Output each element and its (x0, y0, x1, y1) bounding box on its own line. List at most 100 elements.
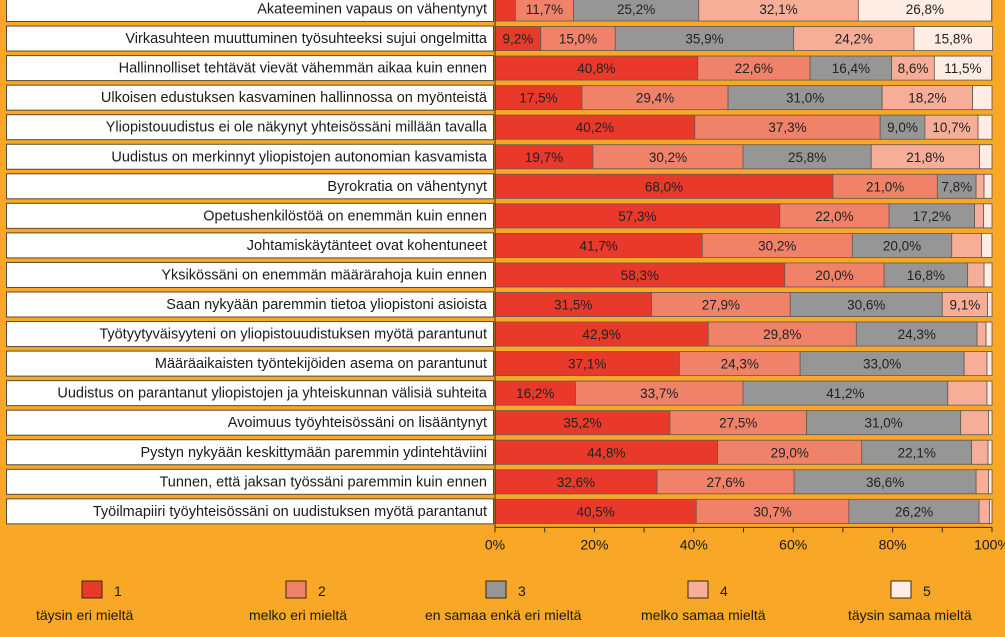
x-tick-label: 60% (779, 536, 807, 552)
bar-segment-5 (981, 232, 993, 258)
data-label: 37,3% (768, 120, 806, 135)
bar-segment-3 (614, 26, 795, 51)
legend-label: täysin samaa mieltä (848, 607, 972, 623)
data-label: 29,8% (763, 327, 801, 342)
x-tick-label: 0% (485, 536, 505, 552)
row-label-box (6, 350, 494, 377)
data-label: 30,6% (847, 298, 885, 313)
bar-segment-2 (707, 321, 857, 347)
data-label: 16,2% (516, 386, 554, 401)
row-label: Uudistus on parantanut yliopistojen ja y… (57, 386, 488, 402)
bar-row: Uudistus on parantanut yliopistojen ja y… (6, 380, 993, 407)
row-label-box (6, 25, 494, 52)
legend-code: 3 (518, 583, 526, 599)
data-label: 24,3% (721, 357, 759, 372)
bar-segment-3 (861, 439, 973, 465)
legend-swatch (485, 580, 507, 599)
row-label-box (6, 173, 494, 200)
x-tick-label: 80% (879, 536, 907, 552)
bar-segment-4 (960, 410, 989, 436)
data-label: 17,2% (913, 209, 951, 224)
legend-swatch (890, 580, 912, 599)
bar-segment-5 (983, 262, 993, 288)
legend-code: 4 (720, 583, 728, 599)
data-label: 20,0% (815, 268, 853, 283)
legend-item: 2 melko eri mieltä (249, 580, 347, 623)
row-label-box (6, 261, 494, 288)
row-label-box (6, 55, 494, 82)
bar-segment-1 (494, 498, 697, 524)
row-label: Yksikössäni on enemmän määrärahoja kuin … (161, 267, 487, 283)
x-tick-label: 20% (580, 536, 608, 552)
bar-segment-1 (494, 469, 658, 495)
bar-segment-4 (881, 85, 974, 111)
bar-segment-4 (975, 469, 989, 495)
bar-segment-1 (494, 203, 781, 229)
row-label-box (6, 202, 494, 229)
data-label: 33,0% (863, 357, 901, 372)
bar-segment-4 (941, 292, 988, 317)
bar-segment-2 (651, 292, 791, 317)
bar-segment-1 (494, 351, 680, 377)
row-label: Työtyytyväisyyteni on yliopistouudistuks… (99, 327, 487, 343)
bar-segment-4 (951, 232, 982, 258)
data-label: 41,7% (579, 238, 617, 253)
bar-segment-2 (669, 410, 808, 436)
bar-segment-3 (799, 351, 965, 377)
bar-segment-3 (809, 55, 893, 81)
bar-segment-3 (806, 410, 962, 436)
data-label: 58,3% (621, 268, 659, 283)
data-label: 15,0% (559, 32, 597, 47)
data-label: 21,8% (906, 150, 944, 165)
data-label: 9,0% (887, 120, 918, 135)
bar-segment-5 (988, 410, 993, 436)
data-label: 30,2% (758, 238, 796, 253)
row-label: Avoimuus työyhteisössäni on lisääntynyt (228, 415, 487, 431)
legend-code: 5 (923, 583, 931, 599)
data-label: 27,9% (702, 298, 740, 313)
bar-segment-2 (581, 85, 729, 111)
bar-segment-5 (987, 439, 993, 465)
legend-label: melko samaa mieltä (641, 607, 766, 623)
bar-segment-1 (494, 0, 516, 22)
bar-segment-5 (986, 351, 993, 377)
bar-segment-4 (963, 351, 988, 377)
data-label: 22,6% (735, 61, 773, 76)
legend-swatch (81, 580, 103, 599)
bar-segment-5 (972, 85, 993, 111)
data-label: 32,1% (759, 2, 797, 17)
bar-segment-1 (494, 262, 786, 288)
x-tick-label: 40% (680, 536, 708, 552)
row-label: Opetushenkilöstöä on enemmän kuin ennen (203, 208, 487, 224)
bar-row: Yliopistouudistus ei ole näkynyt yhteisö… (6, 114, 993, 141)
bar-row: Tunnen, että jaksan työssäni paremmin ku… (6, 468, 993, 495)
data-label: 9,1% (950, 298, 981, 313)
bar-segment-4 (793, 26, 915, 51)
bar-segment-2 (697, 55, 811, 81)
bar-segment-4 (978, 498, 990, 524)
bar-segment-5 (989, 498, 993, 524)
row-label: Akateeminen vapaus on vähentynyt (257, 2, 487, 18)
data-label: 29,4% (636, 91, 674, 106)
legend-label: melko eri mieltä (249, 607, 347, 623)
data-label: 31,0% (865, 416, 903, 431)
data-label: 27,5% (719, 416, 757, 431)
bar-row: Byrokratia on vähentynyt 68,0% 21,0% 7,8% (6, 173, 993, 200)
bar-segment-3 (727, 85, 883, 111)
bar-segment-5 (983, 203, 993, 229)
bar-segment-3 (793, 469, 977, 495)
data-label: 40,2% (576, 120, 614, 135)
data-label: 24,2% (835, 32, 873, 47)
data-label: 7,8% (941, 179, 972, 194)
bar-segment-3 (888, 203, 976, 229)
row-label: Pystyn nykyään keskittymään paremmin ydi… (140, 445, 487, 461)
bar-segment-2 (779, 203, 890, 229)
legend-code: 2 (318, 583, 326, 599)
x-tick-label: 100% (974, 536, 1005, 552)
bar-segment-2 (717, 439, 863, 465)
row-label-box (6, 498, 494, 525)
bar-row: Opetushenkilöstöä on enemmän kuin ennen 5… (6, 202, 993, 229)
data-label: 11,5% (944, 61, 981, 76)
data-label: 31,0% (786, 91, 824, 106)
data-label: 40,5% (577, 504, 615, 519)
